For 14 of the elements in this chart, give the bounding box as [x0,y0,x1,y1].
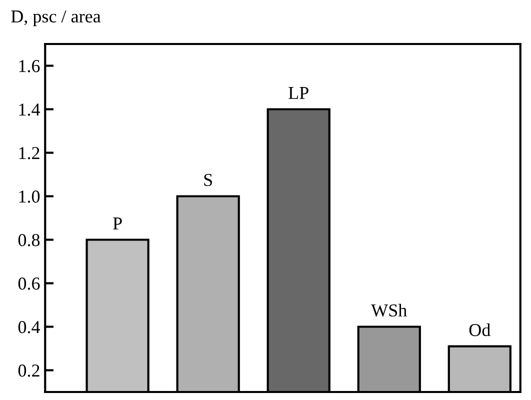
x-tick-label: P [113,218,122,230]
y-tick-label: 0.4 [18,321,40,334]
y-tick-label: 1.0 [19,190,40,203]
x-tick-label: S [204,174,212,186]
x-tick-label: LP [288,87,308,99]
y-axis-title: D, psc / area [11,10,101,26]
y-tick-label: 1.2 [19,147,40,160]
y-tick-label: 0.8 [18,234,40,246]
x-tick-label: Od [469,323,490,336]
x-tick-label: WSh [371,304,407,317]
y-tick-label: 1.6 [19,60,40,72]
y-tick-label: 0.6 [18,278,40,290]
y-tick-label: 1.4 [19,104,40,116]
y-tick-label: 0.2 [18,364,40,377]
